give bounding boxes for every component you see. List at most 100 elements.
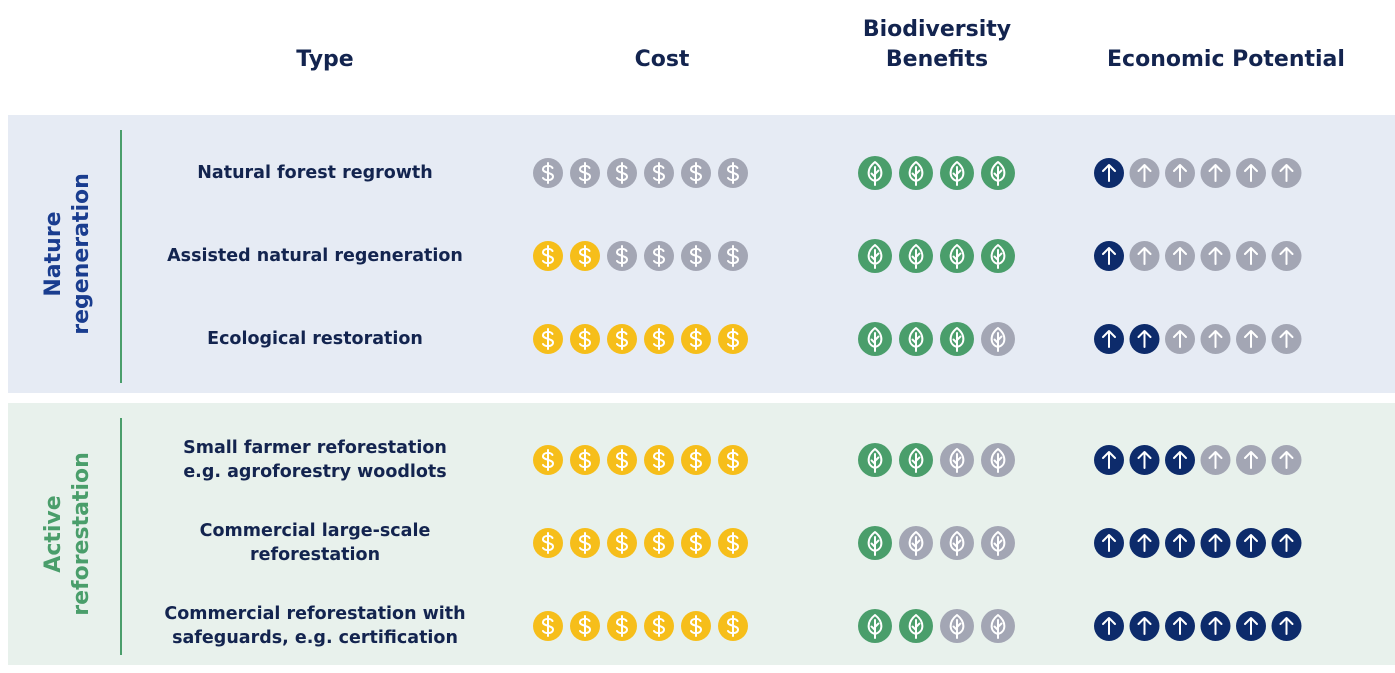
- leaf-glyph: [949, 448, 965, 473]
- cost-icon: [644, 611, 674, 641]
- economic-icon: [1165, 611, 1195, 641]
- dollar-glyph: [653, 245, 665, 267]
- dollar-glyph: [616, 328, 628, 350]
- arrow-glyph: [1279, 330, 1294, 348]
- leaf-glyph: [908, 614, 924, 639]
- economic-icon: [1094, 611, 1124, 641]
- row-type: Natural forest regrowth: [125, 161, 505, 185]
- economic-icon: [1271, 158, 1302, 188]
- biodiversity-icon: [858, 239, 892, 273]
- leaf-glyph: [990, 244, 1006, 269]
- biodiversity-icon: [899, 443, 933, 477]
- cost-icon: [681, 241, 711, 271]
- dollar-glyph: [653, 162, 665, 184]
- economic-icon: [1165, 445, 1195, 475]
- row-type: Assisted natural regeneration: [125, 244, 505, 268]
- leaf-glyph: [990, 161, 1006, 186]
- dollar-glyph: [690, 615, 702, 637]
- biodiversity-icon: [940, 609, 974, 643]
- leaf-glyph: [908, 327, 924, 352]
- economic-icon: [1129, 241, 1160, 271]
- cost-rating: [533, 528, 748, 558]
- cost-icon: [570, 528, 600, 558]
- row-type: Commercial reforestation with safeguards,…: [125, 602, 505, 650]
- cost-icon: [570, 611, 600, 641]
- cost-icon: [607, 158, 637, 188]
- row-type-line: e.g. agroforestry woodlots: [183, 462, 447, 482]
- arrow-glyph: [1137, 330, 1152, 348]
- biodiversity-icon: [899, 322, 933, 356]
- biodiversity-rating: [858, 609, 1015, 643]
- leaf-glyph: [867, 531, 883, 556]
- cost-icon: [644, 158, 674, 188]
- cost-rating: [533, 324, 748, 354]
- biodiversity-icon: [858, 526, 892, 560]
- cost-icon: [533, 445, 563, 475]
- row-type-line: Commercial reforestation with: [164, 604, 466, 624]
- row-type-line: safeguards, e.g. certification: [172, 628, 458, 648]
- biodiversity-icon: [899, 609, 933, 643]
- dollar-glyph: [579, 162, 591, 184]
- arrow-glyph: [1279, 247, 1294, 265]
- row-type-line: Assisted natural regeneration: [167, 246, 463, 266]
- cost-icon: [718, 445, 748, 475]
- arrow-glyph: [1208, 330, 1223, 348]
- cost-icon: [718, 158, 748, 188]
- economic-icon: [1271, 241, 1302, 271]
- arrow-glyph: [1173, 247, 1187, 265]
- arrow-glyph: [1208, 617, 1223, 635]
- biodiversity-icon: [981, 609, 1015, 643]
- economic-icon: [1236, 611, 1266, 641]
- economic-rating: [1094, 528, 1302, 558]
- economic-rating: [1094, 445, 1302, 475]
- economic-icon: [1165, 324, 1195, 354]
- cost-icon: [681, 528, 711, 558]
- cost-rating: [533, 611, 748, 641]
- leaf-glyph: [990, 614, 1006, 639]
- biodiversity-icon: [981, 526, 1015, 560]
- column-header: Economic Potential: [1107, 47, 1345, 72]
- dollar-glyph: [616, 162, 628, 184]
- dollar-glyph: [727, 532, 739, 554]
- biodiversity-rating: [858, 322, 1015, 356]
- economic-icon: [1094, 324, 1124, 354]
- economic-icon: [1236, 528, 1266, 558]
- dollar-glyph: [616, 449, 628, 471]
- economic-icon: [1271, 611, 1302, 641]
- arrow-glyph: [1137, 534, 1152, 552]
- row-type-line: Small farmer reforestation: [183, 438, 447, 458]
- group-divider: [120, 130, 122, 383]
- cost-icon: [644, 445, 674, 475]
- biodiversity-icon: [940, 322, 974, 356]
- arrow-glyph: [1102, 534, 1116, 552]
- group-label-line: regeneration: [69, 173, 94, 335]
- group-label-line: Nature: [41, 211, 66, 297]
- dollar-glyph: [653, 532, 665, 554]
- group-label-line: reforestation: [69, 452, 94, 616]
- leaf-glyph: [908, 161, 924, 186]
- cost-icon: [607, 445, 637, 475]
- dollar-glyph: [542, 328, 554, 350]
- row-type-line: Natural forest regrowth: [197, 163, 433, 183]
- leaf-glyph: [908, 531, 924, 556]
- cost-icon: [681, 445, 711, 475]
- leaf-glyph: [867, 614, 883, 639]
- cost-icon: [681, 611, 711, 641]
- column-header: Cost: [634, 47, 690, 72]
- leaf-glyph: [867, 244, 883, 269]
- row-type: Commercial large-scale reforestation: [125, 519, 505, 567]
- economic-icon: [1129, 158, 1160, 188]
- cost-icon: [681, 158, 711, 188]
- arrow-glyph: [1102, 617, 1116, 635]
- cost-icon: [533, 241, 563, 271]
- economic-icon: [1094, 445, 1124, 475]
- leaf-glyph: [990, 327, 1006, 352]
- cost-icon: [681, 324, 711, 354]
- leaf-glyph: [949, 327, 965, 352]
- dollar-glyph: [579, 449, 591, 471]
- economic-icon: [1200, 324, 1231, 354]
- economic-icon: [1236, 158, 1266, 188]
- dollar-glyph: [653, 615, 665, 637]
- dollar-glyph: [542, 245, 554, 267]
- dollar-glyph: [727, 615, 739, 637]
